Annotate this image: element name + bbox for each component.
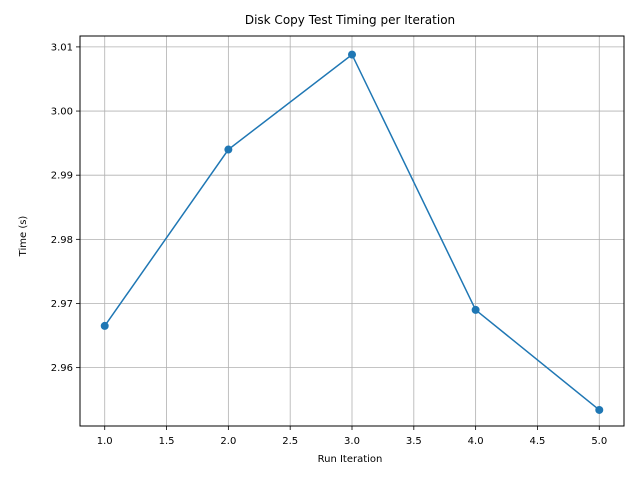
x-tick-label: 3.5 — [406, 436, 422, 447]
data-point — [595, 405, 604, 414]
x-tick-label: 1.0 — [97, 436, 113, 447]
y-axis: 2.96 2.97 2.98 2.99 3.00 3.01 — [51, 42, 80, 374]
data-point — [100, 321, 109, 330]
x-tick-label: 1.5 — [159, 436, 175, 447]
grid — [80, 36, 624, 426]
y-tick-label: 2.99 — [51, 171, 73, 182]
data-point — [471, 305, 480, 314]
y-tick-label: 2.96 — [51, 363, 73, 374]
x-tick-label: 2.0 — [220, 436, 236, 447]
data-point — [348, 50, 356, 59]
y-tick-label: 3.01 — [51, 42, 73, 53]
data-point — [224, 145, 233, 154]
x-tick-label: 4.5 — [530, 436, 546, 447]
x-tick-label: 4.0 — [468, 436, 484, 447]
y-tick-label: 2.98 — [51, 235, 73, 246]
y-tick-label: 3.00 — [51, 107, 73, 118]
x-tick-label: 2.5 — [282, 436, 298, 447]
y-axis-label: Time (s) — [18, 216, 29, 258]
x-axis: 1.0 1.5 2.0 2.5 3.0 3.5 4.0 4.5 5.0 — [97, 426, 607, 447]
series-layer — [100, 50, 604, 414]
chart-title: Disk Copy Test Timing per Iteration — [245, 13, 455, 27]
x-tick-label: 3.0 — [344, 436, 360, 447]
x-axis-label: Run Iteration — [318, 454, 383, 465]
x-tick-label: 5.0 — [591, 436, 607, 447]
y-tick-label: 2.97 — [51, 299, 73, 310]
